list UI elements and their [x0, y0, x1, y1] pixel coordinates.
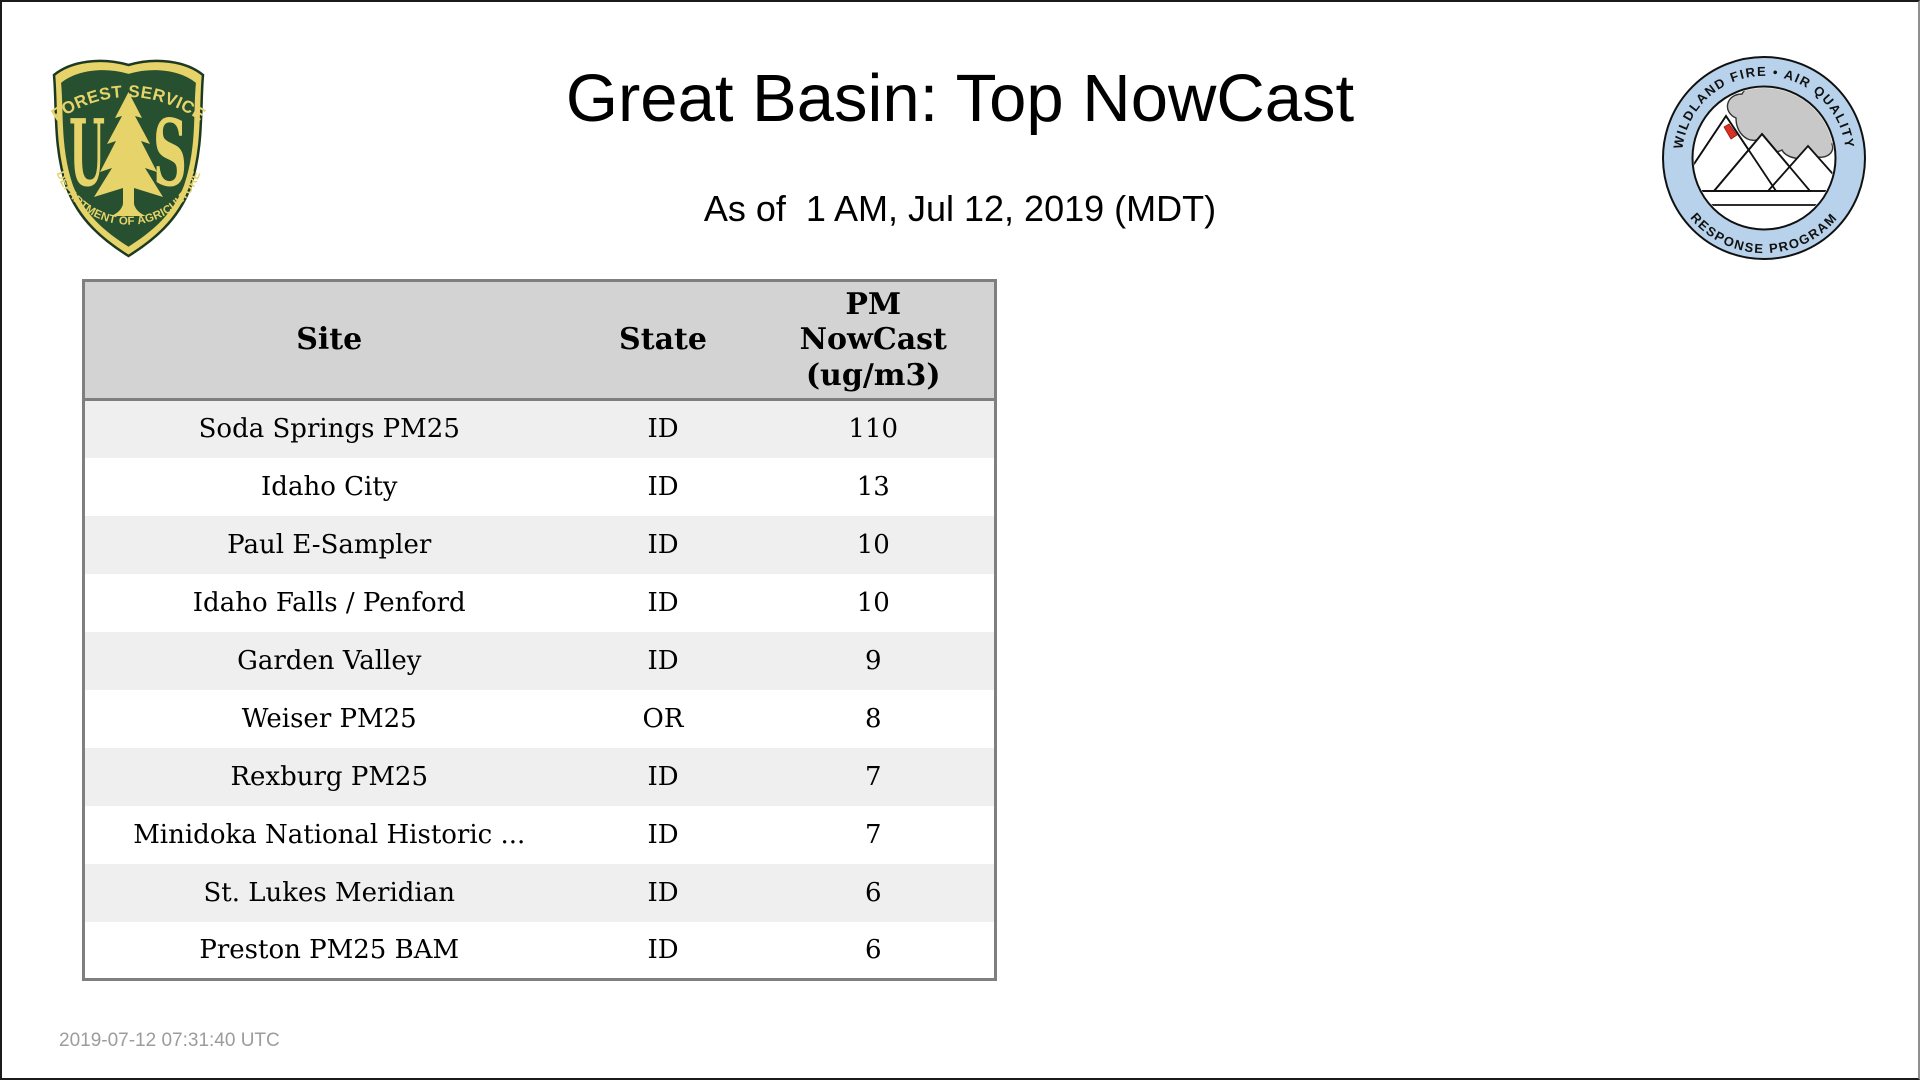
value-cell: 6 [752, 921, 996, 980]
table-row: Paul E-Sampler ID 10 [83, 515, 996, 574]
flame-icon [1723, 123, 1738, 140]
value-cell: 10 [752, 515, 996, 574]
state-cell: ID [573, 747, 753, 806]
table-row: Preston PM25 BAM ID 6 [83, 921, 996, 980]
site-cell: Idaho Falls / Penford [83, 573, 574, 632]
state-cell: OR [573, 689, 753, 748]
state-cell: ID [573, 515, 753, 574]
wildland-fire-air-quality-logo-icon: WILDLAND FIRE • AIR QUALITY RESPONSE PRO… [1662, 56, 1866, 260]
forest-service-logo-icon: FOREST SERVICE U S DEPARTMENT OF AGRICUL… [48, 59, 208, 258]
table-row: Idaho City ID 13 [83, 457, 996, 516]
column-header-site: Site [83, 280, 574, 401]
site-cell: Idaho City [83, 457, 574, 516]
pine-tree-icon [94, 92, 163, 216]
site-cell: Rexburg PM25 [83, 747, 574, 806]
table-row: Soda Springs PM25 ID 110 [83, 399, 996, 458]
value-cell: 10 [752, 573, 996, 632]
table-row: St. Lukes Meridian ID 6 [83, 863, 996, 922]
table-row: Weiser PM25 OR 8 [83, 689, 996, 748]
state-cell: ID [573, 573, 753, 632]
table-row: Minidoka National Historic ... ID 7 [83, 805, 996, 864]
state-cell: ID [573, 457, 753, 516]
site-cell: Soda Springs PM25 [83, 399, 574, 458]
state-cell: ID [573, 805, 753, 864]
state-cell: ID [573, 921, 753, 980]
table-row: Rexburg PM25 ID 7 [83, 747, 996, 806]
state-cell: ID [573, 631, 753, 690]
page-title: Great Basin: Top NowCast [565, 61, 1355, 136]
value-cell: 8 [752, 689, 996, 748]
table-row: Idaho Falls / Penford ID 10 [83, 573, 996, 632]
nowcast-table: Site State PM NowCast (ug/m3) Soda Sprin… [82, 279, 997, 981]
site-cell: Paul E-Sampler [83, 515, 574, 574]
column-header-pm-nowcast: PM NowCast (ug/m3) [752, 280, 996, 401]
value-cell: 13 [752, 457, 996, 516]
value-cell: 7 [752, 747, 996, 806]
site-cell: Minidoka National Historic ... [83, 805, 574, 864]
page-subtitle: As of 1 AM, Jul 12, 2019 (MDT) [703, 188, 1217, 229]
column-header-state: State [573, 280, 753, 401]
site-cell: St. Lukes Meridian [83, 863, 574, 922]
value-cell: 7 [752, 805, 996, 864]
generation-timestamp: 2019-07-12 07:31:40 UTC [59, 1030, 280, 1051]
site-cell: Preston PM25 BAM [83, 921, 574, 980]
value-cell: 9 [752, 631, 996, 690]
fs-monogram-s: S [153, 99, 187, 207]
site-cell: Garden Valley [83, 631, 574, 690]
state-cell: ID [573, 863, 753, 922]
state-cell: ID [573, 399, 753, 458]
table-row: Garden Valley ID 9 [83, 631, 996, 690]
table-header-row: Site State PM NowCast (ug/m3) [83, 280, 996, 401]
value-cell: 6 [752, 863, 996, 922]
site-cell: Weiser PM25 [83, 689, 574, 748]
value-cell: 110 [752, 399, 996, 458]
